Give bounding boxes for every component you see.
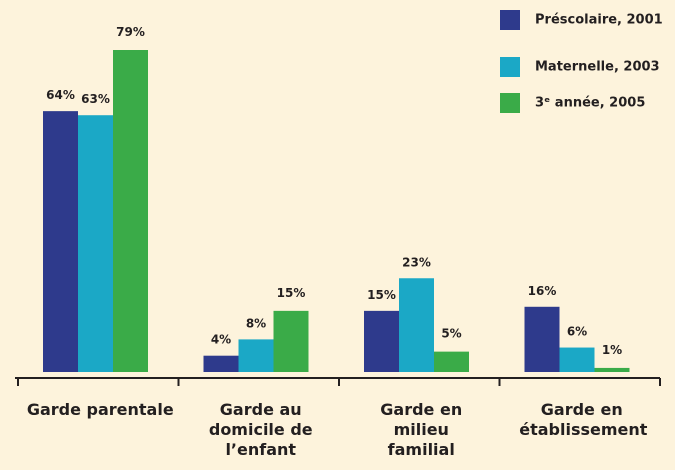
bar (113, 50, 148, 372)
legend-label: Maternelle, 2003 (535, 60, 660, 75)
legend-swatch (500, 93, 520, 113)
value-label: 5% (441, 327, 461, 341)
x-tick-label: Garde parentale (26, 400, 174, 419)
bar (78, 115, 113, 373)
bar (399, 278, 434, 372)
bar (238, 339, 274, 372)
legend-label: Préscolaire, 2001 (535, 13, 663, 28)
x-tick-label: Garde au domicile de l’enfant (208, 400, 313, 459)
bar (524, 306, 560, 372)
legend-swatch (500, 10, 520, 30)
bar (434, 351, 469, 372)
value-label: 16% (528, 284, 557, 298)
bar (43, 111, 78, 372)
bar (364, 310, 399, 372)
value-label: 15% (367, 288, 396, 302)
value-label: 63% (81, 92, 110, 106)
bar (559, 347, 595, 372)
x-tick-label: Garde en milieu familial (380, 400, 463, 459)
value-label: 15% (277, 286, 306, 300)
value-label: 1% (602, 343, 622, 357)
value-label: 79% (116, 25, 145, 39)
value-label: 6% (567, 325, 587, 339)
value-label: 8% (246, 316, 266, 330)
legend-swatch (500, 57, 520, 77)
value-label: 4% (211, 333, 231, 347)
bar (203, 355, 239, 372)
value-label: 64% (46, 88, 75, 102)
bar (594, 367, 630, 372)
bar (273, 310, 309, 372)
legend-label: 3ᵉ année, 2005 (535, 96, 645, 111)
x-tick-label: Garde en établissement (519, 400, 648, 439)
value-label: 23% (402, 255, 431, 269)
